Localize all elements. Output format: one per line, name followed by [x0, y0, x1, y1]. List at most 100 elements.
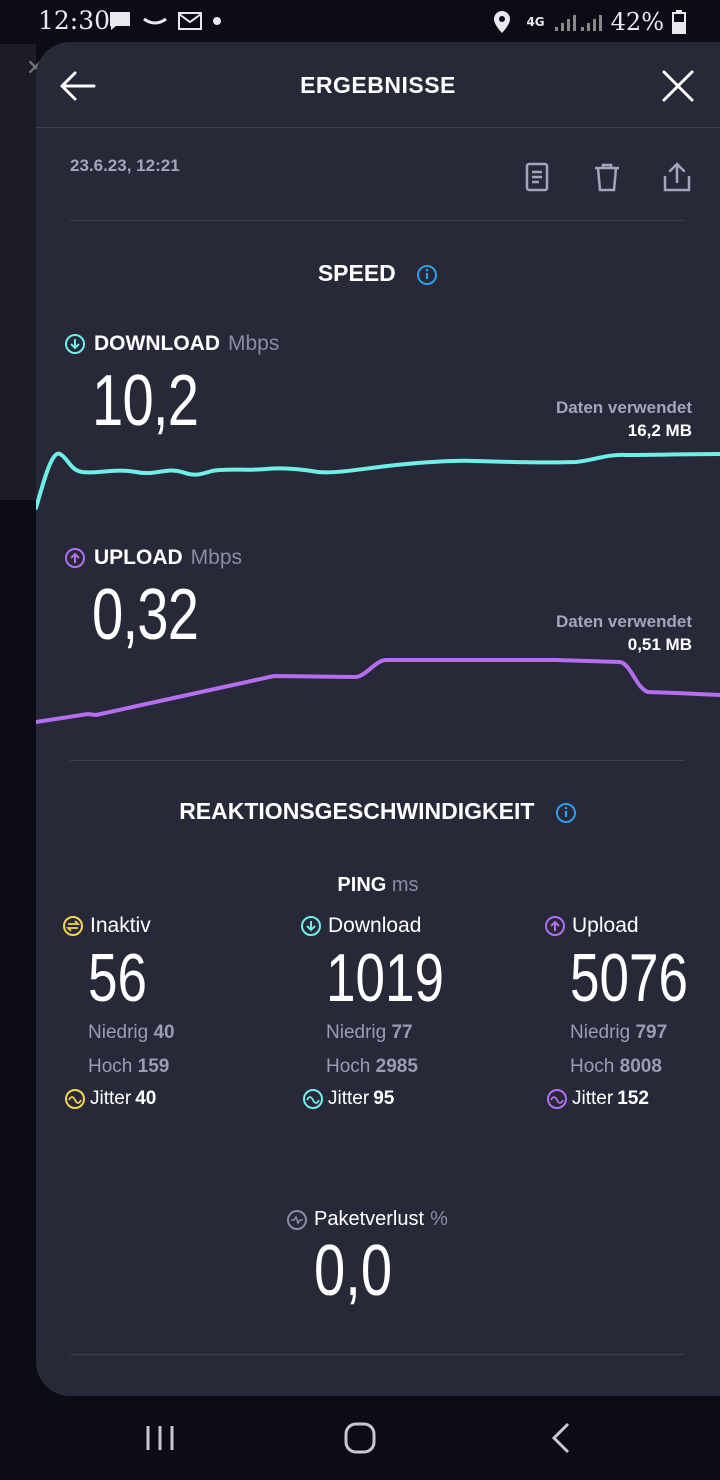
message-icon	[110, 12, 130, 30]
location-icon	[494, 11, 511, 33]
ping-idle-high: Hoch 159	[88, 1050, 262, 1084]
mail-icon	[178, 12, 202, 30]
upload-header: UPLOAD Mbps	[64, 546, 242, 570]
divider	[70, 760, 684, 761]
jitter-label: Jitter	[572, 1088, 614, 1109]
close-icon[interactable]	[660, 68, 696, 104]
download-label: DOWNLOAD	[94, 332, 220, 355]
upload-arrow-icon	[65, 548, 85, 568]
ping-idle-column: Inaktiv 56 Niedrig 40 Hoch 159 Jitter 40	[62, 914, 262, 1110]
system-navigation-bar	[0, 1396, 720, 1480]
background-app	[0, 44, 36, 500]
ping-upload-low: Niedrig 797	[570, 1016, 720, 1050]
download-value: 10,2	[92, 361, 199, 441]
ping-upload-jitter: Jitter 152	[546, 1088, 720, 1110]
ping-upload-label-row: Upload	[544, 914, 720, 938]
low-label: Niedrig	[88, 1022, 149, 1043]
upload-unit: Mbps	[190, 546, 243, 569]
ping-download-high: Hoch 2985	[326, 1050, 500, 1084]
reaction-title-text: REAKTIONSGESCHWINDIGKEIT	[179, 798, 535, 824]
download-header: DOWNLOAD Mbps	[64, 332, 279, 356]
high-label: Hoch	[88, 1056, 133, 1077]
ping-idle-low: Niedrig 40	[88, 1016, 262, 1050]
download-data-used: Daten verwendet 16,2 MB	[556, 396, 692, 442]
ping-upload-column: Upload 5076 Niedrig 797 Hoch 8008 Jitter…	[544, 914, 720, 1110]
high-label: Hoch	[326, 1056, 371, 1077]
jitter-icon	[65, 1089, 85, 1109]
packet-loss-label: Paketverlust	[314, 1208, 425, 1230]
divider	[70, 220, 684, 221]
download-unit: Mbps	[227, 332, 280, 355]
jitter-value: 152	[617, 1088, 649, 1109]
upload-data-used-value: 0,51 MB	[627, 635, 692, 654]
results-sheet: ERGEBNISSE 23.6.23, 12:21 SPEED DOWNLOAD…	[36, 42, 720, 1396]
share-icon[interactable]	[660, 160, 694, 194]
ping-idle-value: 56	[88, 940, 147, 1016]
info-icon[interactable]	[416, 264, 438, 286]
packet-loss: Paketverlust % 0,0	[286, 1208, 448, 1311]
jitter-icon	[303, 1089, 323, 1109]
ping-idle-jitter: Jitter 40	[64, 1088, 262, 1110]
download-arrow-icon	[65, 334, 85, 354]
back-icon[interactable]	[542, 1418, 582, 1458]
jitter-value: 40	[135, 1088, 157, 1109]
packet-loss-value: 0,0	[314, 1231, 393, 1311]
ping-idle-label: Inaktiv	[90, 914, 151, 937]
ping-upload-value: 5076	[570, 940, 688, 1016]
signal-icon	[554, 15, 602, 31]
ping-download-label: Download	[328, 914, 422, 937]
download-graph	[36, 451, 720, 510]
header: ERGEBNISSE	[36, 42, 720, 128]
dot-icon	[213, 17, 221, 25]
upload-data-used: Daten verwendet 0,51 MB	[556, 610, 692, 656]
high-value: 2985	[375, 1056, 418, 1077]
download-data-used-label: Daten verwendet	[555, 398, 692, 417]
page-title: ERGEBNISSE	[300, 72, 456, 98]
reaction-section-title: REAKTIONSGESCHWINDIGKEIT	[36, 798, 720, 825]
home-icon[interactable]	[340, 1418, 380, 1458]
packet-loss-unit: %	[430, 1208, 448, 1230]
status-bar: 12:30 4G 42%	[0, 0, 720, 44]
notification-icons	[108, 10, 222, 32]
ping-download-value: 1019	[326, 940, 444, 1016]
ping-download-label-row: Download	[300, 914, 500, 938]
packet-loss-label-row: Paketverlust %	[286, 1208, 448, 1231]
delete-icon[interactable]	[590, 160, 624, 194]
download-data-used-value: 16,2 MB	[627, 421, 692, 440]
recent-apps-icon[interactable]	[140, 1418, 180, 1458]
upload-value: 0,32	[92, 575, 199, 655]
ping-header: PING ms	[36, 874, 720, 897]
low-value: 797	[635, 1022, 668, 1043]
idle-icon	[63, 916, 83, 936]
ping-download-jitter: Jitter 95	[302, 1088, 500, 1110]
speed-section-title: SPEED	[36, 260, 720, 287]
result-date: 23.6.23, 12:21	[70, 156, 180, 175]
ping-download-column: Download 1019 Niedrig 77 Hoch 2985 Jitte…	[300, 914, 500, 1110]
details-icon[interactable]	[520, 160, 554, 194]
upload-label: UPLOAD	[94, 546, 183, 569]
low-label: Niedrig	[326, 1022, 387, 1043]
high-value: 8008	[619, 1056, 662, 1077]
low-label: Niedrig	[570, 1022, 631, 1043]
amazon-icon	[143, 17, 167, 25]
high-label: Hoch	[570, 1056, 615, 1077]
packet-loss-icon	[287, 1209, 307, 1230]
ping-upload-label: Upload	[572, 914, 639, 937]
info-icon[interactable]	[555, 802, 577, 824]
battery-percent: 42%	[610, 8, 664, 36]
ping-label: PING	[337, 874, 387, 896]
status-time: 12:30	[38, 6, 111, 35]
network-type: 4G	[526, 15, 545, 29]
ping-upload-high: Hoch 8008	[570, 1050, 720, 1084]
high-value: 159	[137, 1056, 170, 1077]
download-arrow-icon	[301, 916, 321, 936]
upload-graph	[36, 658, 720, 724]
jitter-icon	[547, 1089, 567, 1109]
ping-unit: ms	[391, 874, 419, 896]
back-arrow-icon[interactable]	[58, 66, 98, 106]
jitter-label: Jitter	[328, 1088, 370, 1109]
divider	[70, 1354, 684, 1355]
jitter-label: Jitter	[90, 1088, 132, 1109]
ping-idle-label-row: Inaktiv	[62, 914, 262, 938]
low-value: 77	[391, 1022, 413, 1043]
